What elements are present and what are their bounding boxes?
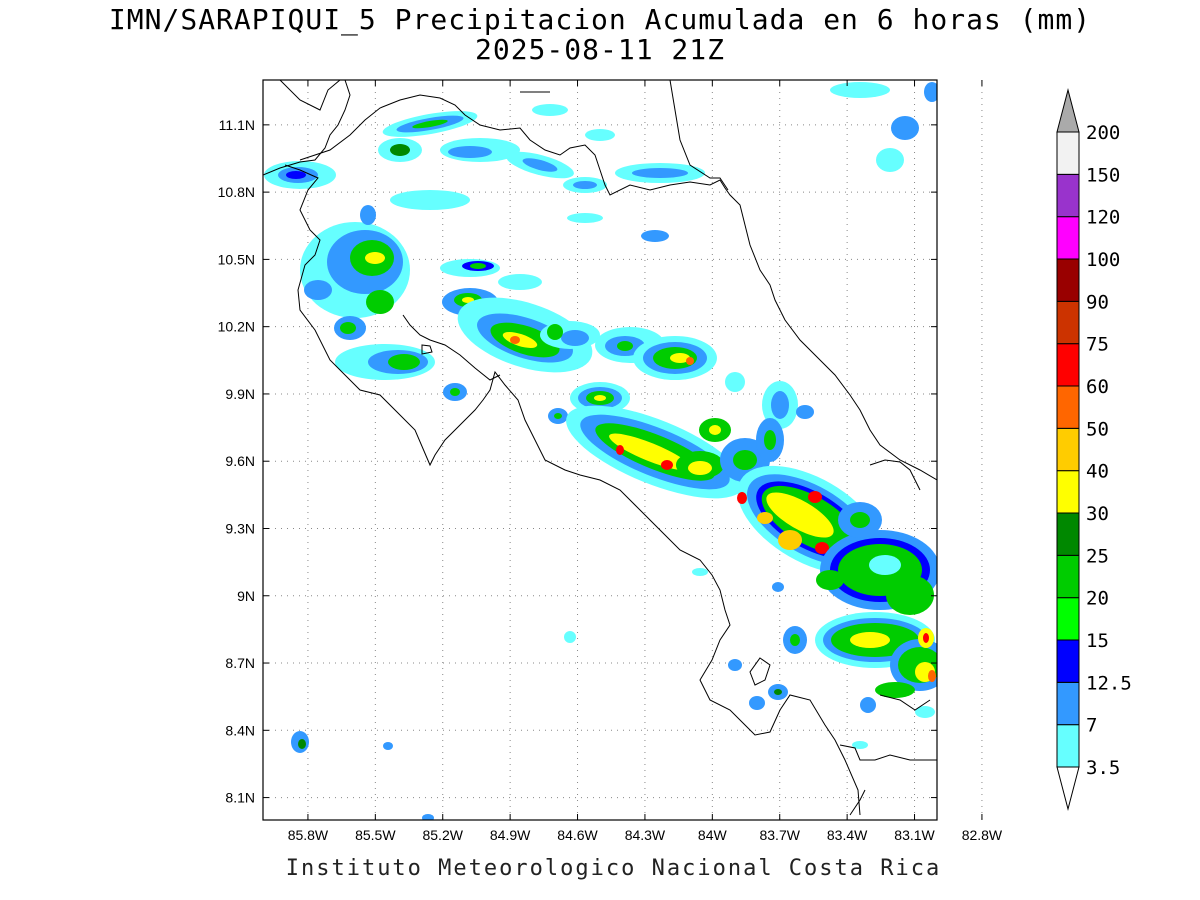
lon-tick-label: 85.8W — [288, 827, 329, 843]
latitude-axis: 11.1N 10.8N 10.5N 10.2N 9.9N 9.6N 9.3N 9N 8.7N 8.… — [218, 117, 937, 806]
colorbar-level-label: 150 — [1086, 164, 1120, 186]
colorbar-swatch — [1056, 597, 1080, 641]
colorbar-level-label: 25 — [1086, 545, 1109, 567]
colorbar-swatch — [1056, 512, 1080, 556]
rain-cell — [567, 213, 603, 223]
colorbar-level-label: 12.5 — [1086, 672, 1132, 694]
rain-band-southeast — [692, 465, 937, 749]
colorbar-swatch — [1056, 300, 1080, 345]
colorbar-level-label: 15 — [1086, 630, 1109, 652]
rain-cell — [641, 230, 669, 242]
credit-footer: Instituto Meteorologico Nacional Costa R… — [285, 856, 942, 881]
colorbar-level-label: 100 — [1086, 249, 1120, 271]
colorbar-swatch — [1056, 554, 1080, 599]
lat-tick-label: 10.5N — [218, 251, 255, 267]
colorbar-level-label: 3.5 — [1086, 757, 1120, 779]
colorbar-level-label: 30 — [1086, 503, 1109, 525]
lon-tick-label: 83.1W — [894, 827, 935, 843]
lat-tick-label: 8.1N — [225, 790, 255, 806]
colorbar-level-label: 90 — [1086, 291, 1109, 313]
rain-cell — [632, 168, 688, 178]
map-subtitle-datetime: 2025-08-11 21Z — [474, 33, 725, 66]
rain-cell — [390, 190, 470, 210]
lat-tick-label: 8.7N — [225, 655, 255, 671]
colorbar-swatch — [1056, 258, 1080, 302]
colorbar-swatch — [1056, 216, 1080, 260]
rain-cell — [264, 161, 336, 189]
lat-tick-label: 9.3N — [225, 520, 255, 536]
rain-cell — [383, 742, 393, 750]
lon-tick-label: 84W — [698, 827, 728, 843]
colorbar-swatch — [1056, 724, 1080, 768]
map-gridlines — [263, 80, 983, 820]
colorbar-level-label: 75 — [1086, 334, 1109, 356]
colorbar-legend: 3.5 7 12.5 15 20 25 30 40 50 60 75 90 100 120 150 200 — [1056, 88, 1132, 811]
plot-frame — [262, 79, 938, 821]
rain-cell — [366, 290, 394, 314]
rain-cell — [422, 814, 434, 820]
colorbar-swatch — [1056, 343, 1080, 387]
colorbar-level-label: 40 — [1086, 461, 1109, 483]
colorbar-level-label: 20 — [1086, 588, 1109, 610]
lat-tick-label: 8.4N — [225, 722, 255, 738]
rain-cell — [315, 234, 335, 246]
rain-cell — [876, 148, 904, 172]
rain-cell — [573, 181, 597, 189]
rain-cell — [585, 129, 615, 141]
lon-tick-label: 84.9W — [490, 827, 531, 843]
rain-cell — [360, 205, 376, 225]
rain-cell — [564, 631, 576, 643]
rain-cell — [335, 344, 435, 380]
lon-tick-label: 84.6W — [557, 827, 598, 843]
rain-cell — [450, 388, 460, 396]
rain-cell — [448, 146, 492, 158]
lat-tick-label: 9N — [237, 588, 255, 604]
colorbar-max-arrow — [1056, 88, 1080, 133]
rain-cell — [891, 116, 919, 140]
colorbar-swatch — [1056, 470, 1080, 514]
rain-cell — [382, 111, 478, 137]
colorbar-swatch — [1056, 681, 1080, 726]
colorbar-level-label: 120 — [1086, 207, 1120, 229]
lon-tick-label: 83.7W — [759, 827, 800, 843]
rain-cell — [522, 158, 558, 172]
rain-cell — [830, 82, 890, 98]
rain-cell — [298, 739, 306, 749]
map-title: IMN/SARAPIQUI_5 Precipitacion Acumulada … — [108, 3, 1092, 36]
colorbar-swatch — [1056, 385, 1080, 429]
colorbar-level-label: 200 — [1086, 122, 1120, 144]
coastline-borders — [263, 80, 937, 816]
colorbar-swatch — [1056, 131, 1080, 175]
colorbar-level-label: 7 — [1086, 715, 1097, 737]
colorbar-swatch — [1056, 173, 1080, 218]
lon-tick-label: 85.5W — [355, 827, 396, 843]
rain-cell — [924, 82, 937, 102]
colorbar-min-arrow — [1056, 766, 1080, 811]
lat-tick-label: 10.8N — [218, 184, 255, 200]
lat-tick-label: 10.2N — [218, 319, 255, 335]
colorbar-swatch — [1056, 639, 1080, 683]
colorbar-swatch — [1056, 427, 1080, 472]
rain-cell — [532, 104, 568, 116]
colorbar-level-label: 50 — [1086, 418, 1109, 440]
precipitation-field — [264, 82, 937, 820]
rain-cell — [390, 144, 410, 156]
rain-cell — [340, 322, 356, 334]
lat-tick-label: 11.1N — [219, 117, 255, 133]
lat-tick-label: 9.9N — [225, 386, 255, 402]
longitude-axis: 85.8W 85.5W 85.2W 84.9W 84.6W 84.3W 84W 83.7W 83… — [288, 80, 1003, 843]
rain-cell — [304, 280, 332, 300]
rain-band-central — [440, 259, 814, 499]
lon-tick-label: 82.8W — [962, 827, 1003, 843]
lon-tick-label: 85.2W — [422, 827, 463, 843]
lon-tick-label: 83.4W — [827, 827, 868, 843]
lat-tick-label: 9.6N — [225, 453, 255, 469]
lon-tick-label: 84.3W — [625, 827, 666, 843]
colorbar-level-label: 60 — [1086, 376, 1109, 398]
